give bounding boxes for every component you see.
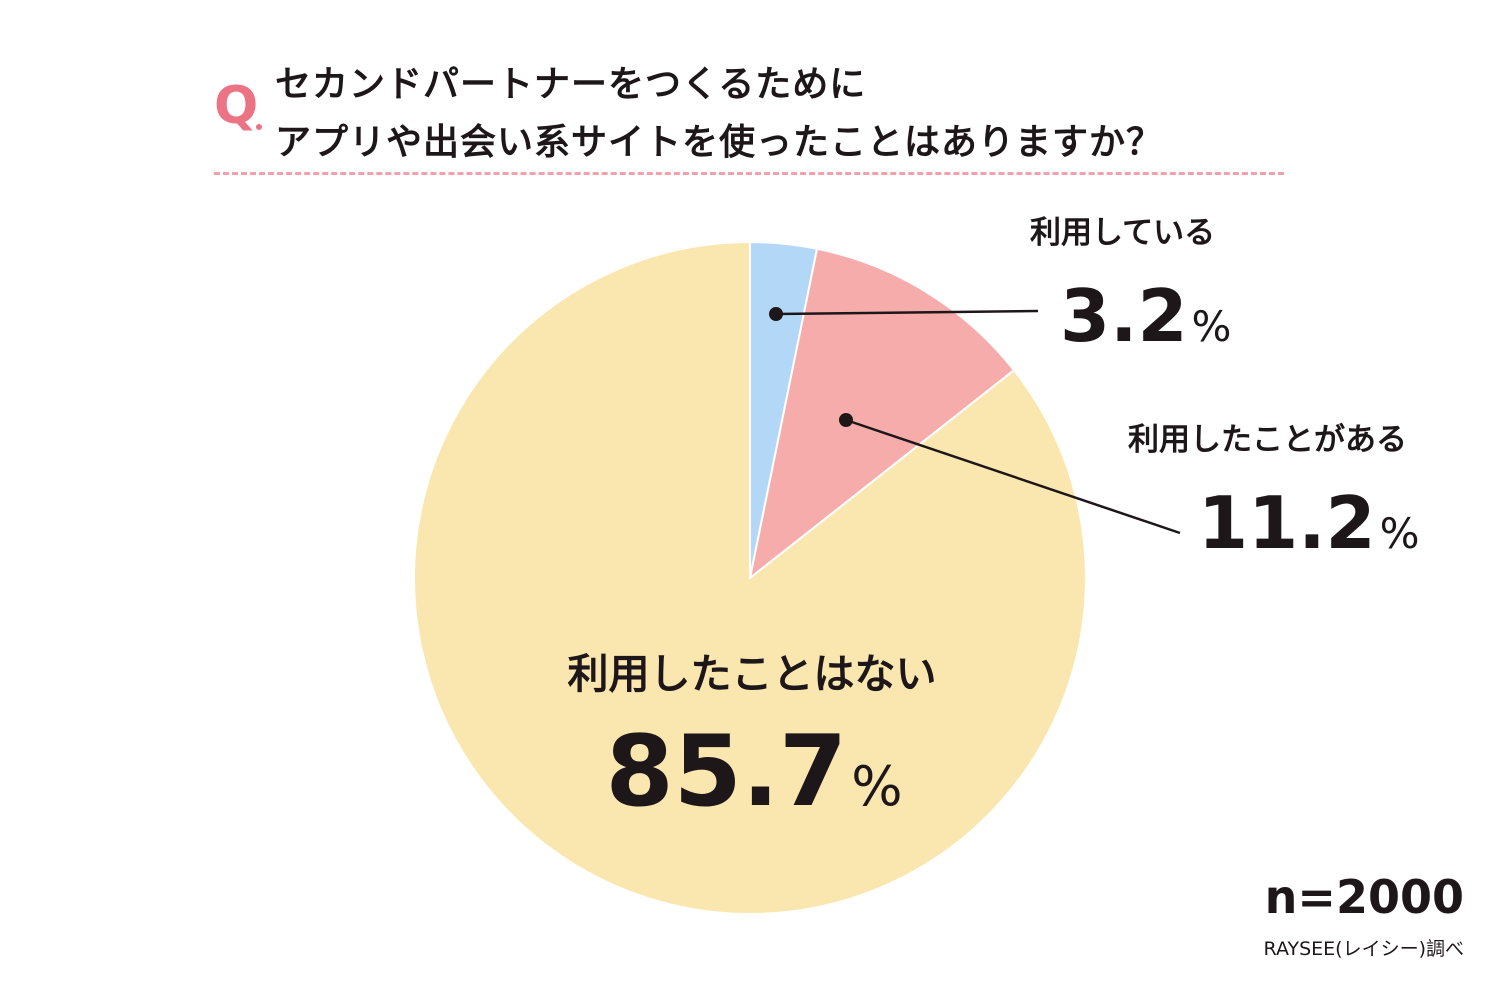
question-title: セカンドパートナーをつくるために アプリや出会い系サイトを使ったことはありますか… — [275, 56, 1315, 172]
source-credit: RAYSEE(レイシー)調べ — [1263, 938, 1464, 960]
slice-label-3: 利用したことはない — [568, 650, 937, 698]
title-divider — [214, 172, 1284, 175]
pie-slice-2 — [748, 247, 1016, 581]
slice-label-2: 利用したことがある — [1128, 422, 1407, 458]
slice-value-2: 11.2% — [1198, 481, 1420, 565]
leader-dot-1 — [769, 307, 783, 321]
question-mark-q: Q — [214, 76, 259, 136]
leader-line-2 — [845, 418, 1181, 535]
leader-line-1 — [775, 309, 1039, 316]
question-line-1: セカンドパートナーをつくるために — [275, 64, 867, 105]
question-mark-dot — [256, 124, 262, 130]
sample-size: n=2000 — [1264, 870, 1464, 924]
leader-dot-2 — [839, 413, 853, 427]
slice-label-1: 利用している — [1030, 215, 1215, 251]
pie-slice-3 — [413, 240, 1087, 915]
question-line-2: アプリや出会い系サイトを使ったことはありますか？ — [275, 122, 1164, 163]
slice-value-1: 3.2% — [1060, 274, 1231, 358]
slice-value-3: 85.7% — [605, 715, 902, 829]
